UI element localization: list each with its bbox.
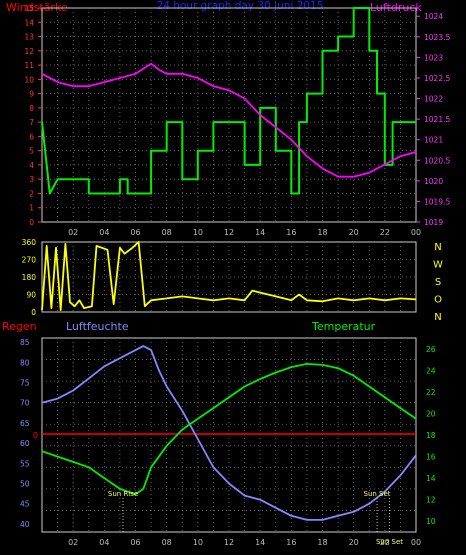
humidity-tick-label: 85 — [20, 338, 30, 347]
temperature-tick-label: 14 — [426, 474, 436, 483]
wind-tick-label: 2 — [29, 189, 34, 198]
temperature-tick-label: 20 — [426, 409, 436, 418]
pressure-line — [41, 62, 417, 178]
x-tick-label-climate: 10 — [193, 538, 203, 547]
sun-annotation: Sun Set — [364, 490, 391, 498]
wind-tick-label: 0 — [29, 218, 34, 227]
x-tick-label-wind: 10 — [193, 228, 203, 237]
compass-label: W — [433, 260, 443, 271]
direction-tick-label: 360 — [22, 238, 37, 247]
pressure-tick-label: 1023.5 — [424, 33, 450, 42]
wind-tick-label: 10 — [24, 75, 34, 84]
wind-tick-label: 15 — [24, 4, 34, 13]
humidity-tick-label: 55 — [20, 459, 30, 468]
wind-tick-label: 11 — [24, 61, 34, 70]
x-tick-label-wind: 12 — [224, 228, 234, 237]
humidity-axis-label: Luftfeuchte — [66, 320, 129, 333]
x-tick-label-wind: 18 — [317, 228, 327, 237]
pressure-tick-label: 1022 — [424, 95, 443, 104]
temperature-tick-label: 10 — [426, 517, 436, 526]
wind-tick-label: 8 — [29, 104, 34, 113]
x-tick-label-wind: 02 — [68, 228, 78, 237]
x-tick-label-wind: 22 — [380, 228, 390, 237]
rain-tick-label: 0 — [33, 431, 38, 440]
x-tick-label-climate: 22 — [380, 538, 390, 547]
x-tick-label-wind: 16 — [286, 228, 296, 237]
x-tick-label-climate: 12 — [224, 538, 234, 547]
humidity-tick-label: 80 — [20, 358, 30, 367]
pressure-tick-label: 1020 — [424, 177, 443, 186]
humidity-tick-label: 40 — [20, 520, 30, 529]
wind-tick-label: 12 — [24, 47, 34, 56]
direction-tick-label: 90 — [26, 291, 36, 300]
compass-label: N — [434, 242, 441, 253]
x-tick-label-wind: 06 — [130, 228, 140, 237]
x-tick-label-wind: 20 — [349, 228, 359, 237]
temperature-line — [41, 363, 417, 496]
temperature-tick-label: 24 — [426, 366, 436, 375]
x-tick-label-climate: 08 — [162, 538, 172, 547]
pressure-tick-label: 1021.5 — [424, 115, 450, 124]
humidity-tick-label: 65 — [20, 419, 30, 428]
humidity-line — [41, 345, 417, 521]
x-tick-label-wind: 08 — [162, 228, 172, 237]
x-tick-label-wind: 14 — [255, 228, 265, 237]
pressure-tick-label: 1021 — [424, 136, 443, 145]
wind-tick-label: 7 — [29, 118, 34, 127]
pressure-tick-label: 1024 — [424, 12, 443, 21]
direction-tick-label: 0 — [31, 308, 36, 317]
x-tick-label-wind: 00 — [411, 228, 421, 237]
temperature-tick-label: 16 — [426, 453, 436, 462]
wind-tick-label: 6 — [29, 132, 34, 141]
humidity-tick-label: 60 — [20, 439, 30, 448]
humidity-tick-label: 75 — [20, 378, 30, 387]
wind-speed-line — [41, 7, 416, 195]
temperature-tick-label: 12 — [426, 496, 436, 505]
direction-tick-label: 180 — [22, 273, 37, 282]
x-tick-label-climate: 02 — [68, 538, 78, 547]
pressure-tick-label: 1022.5 — [424, 74, 450, 83]
compass-label: O — [434, 295, 442, 306]
compass-label: S — [435, 277, 441, 288]
wind-tick-label: 14 — [24, 18, 34, 27]
sun-annotation: Sun Set — [376, 538, 403, 546]
pressure-tick-label: 1020.5 — [424, 156, 450, 165]
wind-tick-label: 9 — [29, 90, 34, 99]
temperature-tick-label: 18 — [426, 431, 436, 440]
direction-tick-label: 270 — [22, 256, 37, 265]
pressure-tick-label: 1023 — [424, 53, 443, 62]
x-tick-label-climate: 16 — [286, 538, 296, 547]
chart-title: 24 hour graph day 30 Juni 2015 — [157, 0, 324, 12]
wind-tick-label: 1 — [29, 204, 34, 213]
wind-tick-label: 4 — [29, 161, 34, 170]
x-tick-label-wind: 04 — [99, 228, 109, 237]
wind-tick-label: 5 — [29, 147, 34, 156]
temperature-tick-label: 22 — [426, 388, 436, 397]
x-tick-label-climate: 00 — [411, 538, 421, 547]
x-tick-label-climate: 14 — [255, 538, 265, 547]
wind-axis-label: Windstärke — [6, 1, 68, 14]
temperature-tick-label: 26 — [426, 345, 436, 354]
humidity-tick-label: 70 — [20, 399, 30, 408]
rain-axis-label: Regen — [2, 320, 37, 333]
x-tick-label-climate: 04 — [99, 538, 109, 547]
wind-direction-line — [41, 241, 417, 311]
humidity-tick-label: 50 — [20, 480, 30, 489]
compass-label: N — [434, 312, 441, 323]
x-tick-label-climate: 18 — [317, 538, 327, 547]
x-tick-label-climate: 20 — [349, 538, 359, 547]
sun-annotation: Sun Rise — [108, 490, 138, 498]
wind-tick-label: 3 — [29, 175, 34, 184]
pressure-tick-label: 1019 — [424, 218, 443, 227]
humidity-tick-label: 45 — [20, 500, 30, 509]
x-tick-label-climate: 06 — [130, 538, 140, 547]
pressure-tick-label: 1019.5 — [424, 197, 450, 206]
wind-tick-label: 13 — [24, 33, 34, 42]
temperature-axis-label: Temperatur — [311, 320, 376, 333]
